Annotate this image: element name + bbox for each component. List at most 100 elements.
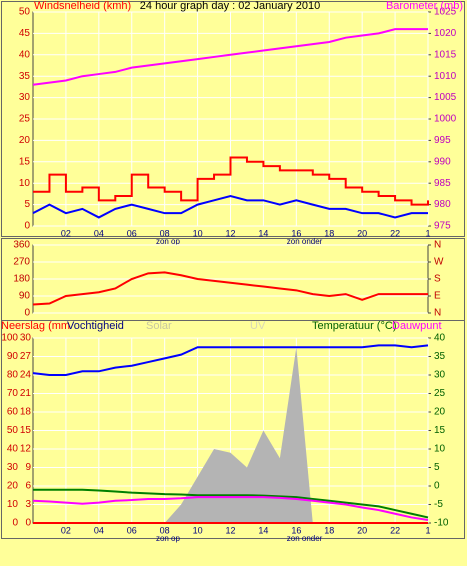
y-tick-label: 180	[13, 274, 30, 285]
y2-tick-label: N	[434, 240, 441, 251]
y2-tick-label: 40	[434, 333, 446, 344]
y3-tick-label: 30	[20, 333, 32, 344]
y3-tick-label: 6	[25, 481, 31, 492]
y-tick-label: 30	[7, 462, 19, 473]
y2-tick-label: W	[434, 257, 444, 268]
y-tick-label: 360	[13, 240, 30, 251]
y-tick-label: 40	[19, 49, 31, 60]
x-tick-label: 20	[357, 228, 367, 238]
y-tick-label: 35	[19, 71, 31, 82]
y3-tick-label: 3	[25, 499, 31, 510]
y-tick-label: 0	[24, 308, 30, 319]
x-tick-label: 06	[127, 228, 137, 238]
x-tick-label: 04	[94, 525, 104, 535]
y3-tick-label: 21	[20, 388, 32, 399]
x-tick-label: 1	[425, 228, 430, 238]
annotation: zon op	[156, 237, 181, 246]
y2-tick-label: 1015	[434, 49, 457, 60]
y-tick-label: 50	[7, 425, 19, 436]
line	[32, 496, 429, 522]
x-tick-label: 16	[291, 525, 301, 535]
y-tick-label: 20	[19, 135, 31, 146]
area	[33, 347, 428, 523]
x-tick-label: 04	[94, 228, 104, 238]
x-tick-label: 16	[291, 228, 301, 238]
y2-tick-label: E	[434, 291, 441, 302]
legend-label: Neerslag (mm	[1, 320, 70, 332]
y-tick-label: 20	[7, 481, 19, 492]
annotation: zon onder	[287, 534, 323, 543]
y3-tick-label: 24	[20, 370, 32, 381]
legend-label: Vochtigheid	[67, 320, 124, 332]
y3-tick-label: 12	[20, 444, 32, 455]
x-tick-label: 10	[193, 228, 203, 238]
y2-tick-label: 1020	[434, 28, 457, 39]
y2-tick-label: N	[434, 308, 441, 319]
y3-tick-label: 18	[20, 407, 32, 418]
y-tick-label: 15	[19, 156, 31, 167]
legend-label: Barometer (mb)	[386, 0, 463, 12]
y-tick-label: 5	[24, 199, 30, 210]
y-tick-label: 270	[13, 257, 30, 268]
y3-tick-label: 15	[20, 425, 32, 436]
y-tick-label: 30	[19, 92, 31, 103]
y2-tick-label: 975	[434, 221, 451, 232]
x-tick-label: 18	[324, 228, 334, 238]
x-tick-label: 14	[258, 525, 268, 535]
line	[32, 28, 428, 86]
y2-tick-label: 995	[434, 135, 451, 146]
y-tick-label: 90	[7, 351, 19, 362]
y-tick-label: 40	[7, 444, 19, 455]
y2-tick-label: 30	[434, 370, 446, 381]
y-tick-label: 25	[19, 114, 31, 125]
x-tick-label: 1	[425, 525, 430, 535]
x-tick-label: 22	[390, 228, 400, 238]
x-tick-label: 10	[193, 525, 203, 535]
line	[32, 271, 428, 306]
y-tick-label: 90	[19, 291, 31, 302]
legend-label: Temperatuur (°C)	[312, 320, 396, 332]
annotation: UV	[250, 320, 266, 332]
x-tick-label: 18	[324, 525, 334, 535]
chart-title: 24 hour graph day : 02 January 2010	[140, 0, 320, 12]
y2-tick-label: 1010	[434, 71, 457, 82]
y2-tick-label: 985	[434, 178, 451, 189]
panel-frame	[1, 1, 465, 237]
x-tick-label: 20	[357, 525, 367, 535]
y2-tick-label: 10	[434, 444, 446, 455]
panel-frame	[1, 320, 465, 539]
line	[32, 344, 429, 376]
y-tick-label: 80	[7, 370, 19, 381]
y2-tick-label: -10	[434, 518, 449, 529]
y-tick-label: 10	[19, 178, 31, 189]
y3-tick-label: 0	[25, 518, 31, 529]
y-tick-label: 50	[19, 7, 31, 18]
y2-tick-label: 25	[434, 388, 446, 399]
annotation: zon op	[156, 534, 181, 543]
y2-tick-label: 15	[434, 425, 446, 436]
y-tick-label: 0	[12, 518, 18, 529]
y-tick-label: 70	[7, 388, 19, 399]
y3-tick-label: 27	[20, 351, 32, 362]
x-tick-label: 14	[258, 228, 268, 238]
legend-label: Windsnelheid (kmh)	[34, 0, 131, 12]
x-tick-label: 06	[127, 525, 137, 535]
y3-tick-label: 9	[25, 462, 31, 473]
y2-tick-label: 1000	[434, 114, 457, 125]
y2-tick-label: 5	[434, 462, 440, 473]
y2-tick-label: 990	[434, 156, 451, 167]
x-tick-label: 08	[160, 525, 170, 535]
y2-tick-label: 980	[434, 199, 451, 210]
x-tick-label: 02	[61, 228, 71, 238]
line	[32, 195, 428, 219]
x-tick-label: 08	[160, 228, 170, 238]
x-tick-label: 22	[390, 525, 400, 535]
y2-tick-label: -5	[434, 499, 443, 510]
y-tick-label: 10	[7, 499, 19, 510]
legend-label: Dauwpunt	[392, 320, 442, 332]
y-tick-label: 45	[19, 28, 31, 39]
y2-tick-label: 1005	[434, 92, 457, 103]
y2-tick-label: 1025	[434, 7, 457, 18]
